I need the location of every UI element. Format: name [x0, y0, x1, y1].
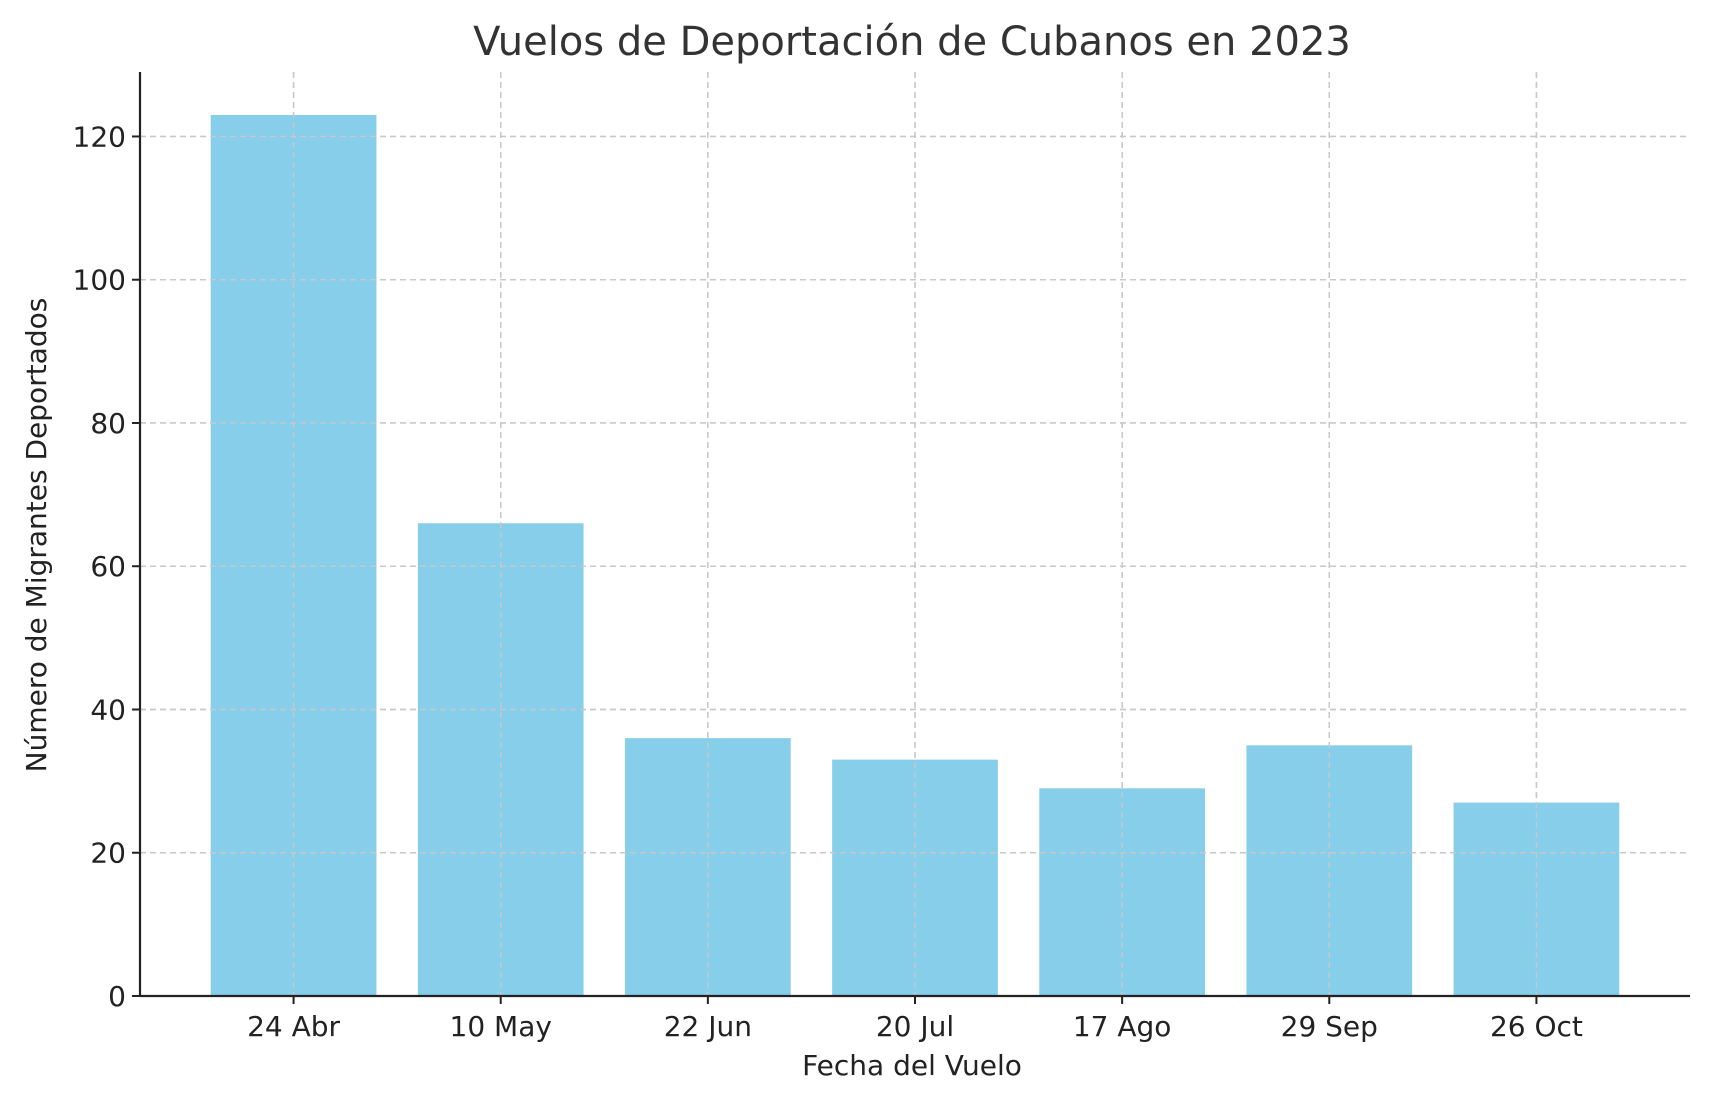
y-tick-label: 0 — [108, 980, 126, 1013]
x-tick-label: 26 Oct — [1490, 1010, 1583, 1043]
tick-labels: 0 20 40 60 80 100 120 24 Abr 10 May 22 Jun 20 Jul 1… — [73, 120, 1583, 1043]
bars — [140, 72, 1690, 996]
x-tick-label: 22 Jun — [664, 1010, 752, 1043]
x-tick-label: 17 Ago — [1073, 1010, 1172, 1043]
axes — [132, 72, 1690, 1004]
x-tick-label: 24 Abr — [247, 1010, 340, 1043]
y-tick-label: 80 — [90, 407, 126, 440]
y-tick-label: 40 — [90, 693, 126, 726]
y-tick-label: 60 — [90, 550, 126, 583]
y-axis-label: Número de Migrantes Deportados — [20, 298, 53, 773]
x-tick-label: 20 Jul — [876, 1010, 954, 1043]
y-tick-label: 100 — [73, 264, 126, 297]
y-tick-label: 20 — [90, 837, 126, 870]
chart-title: Vuelos de Deportación de Cubanos en 2023 — [473, 19, 1351, 65]
x-tick-label: 10 May — [450, 1010, 552, 1043]
x-tick-label: 29 Sep — [1281, 1010, 1378, 1043]
x-axis-label: Fecha del Vuelo — [802, 1049, 1022, 1082]
y-tick-label: 120 — [73, 120, 126, 153]
